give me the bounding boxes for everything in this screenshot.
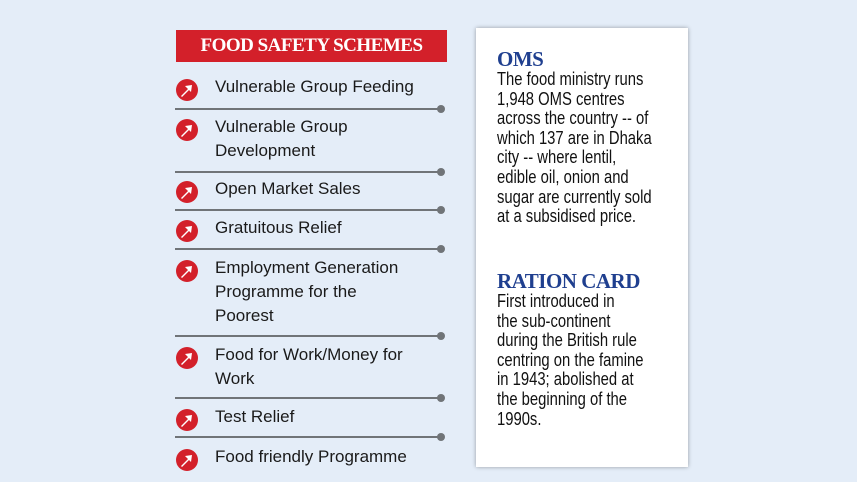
scheme-label: Gratuitous Relief bbox=[215, 218, 342, 237]
oms-text-line: The food ministry runs bbox=[497, 68, 644, 89]
arrow-up-right-circle-icon bbox=[176, 347, 198, 369]
infographic-title: FOOD SAFETY SCHEMES bbox=[176, 30, 447, 62]
ration-text-line: 1990s. bbox=[497, 407, 542, 429]
ration-text-line: centring on the famine bbox=[497, 348, 644, 370]
scheme-label: Open Market Sales bbox=[215, 179, 361, 198]
scheme-label: Vulnerable Group bbox=[215, 117, 348, 136]
divider bbox=[175, 332, 445, 340]
divider bbox=[175, 105, 445, 113]
oms-heading: OMS bbox=[497, 47, 544, 71]
oms-text-line: which 137 are in Dhaka bbox=[497, 126, 652, 148]
ration-text-line: during the British rule bbox=[497, 329, 637, 351]
oms-text-line: across the country -- of bbox=[497, 107, 649, 129]
scheme-label: Vulnerable Group Feeding bbox=[215, 77, 414, 96]
info-panel: OMS The food ministry runs 1,948 OMS centr… bbox=[476, 28, 688, 467]
ration-heading: RATION CARD bbox=[497, 269, 640, 293]
scheme-label: Development bbox=[215, 141, 316, 160]
arrow-up-right-circle-icon bbox=[176, 119, 198, 141]
ration-text-line: the sub-continent bbox=[497, 309, 611, 331]
scheme-label: Work bbox=[215, 369, 255, 388]
scheme-label: Programme for the bbox=[215, 282, 357, 301]
ration-text-line: First introduced in bbox=[497, 290, 615, 311]
divider bbox=[175, 433, 445, 441]
oms-text-line: sugar are currently sold bbox=[497, 185, 652, 207]
divider bbox=[175, 168, 445, 176]
scheme-label: Test Relief bbox=[215, 407, 295, 426]
scheme-label: Poorest bbox=[215, 306, 274, 325]
arrow-up-right-circle-icon bbox=[176, 220, 198, 242]
divider bbox=[175, 245, 445, 253]
arrow-up-right-circle-icon bbox=[176, 260, 198, 282]
oms-text-line: edible oil, onion and bbox=[497, 166, 629, 187]
scheme-label: Food for Work/Money for bbox=[215, 345, 403, 364]
scheme-label: Food friendly Programme bbox=[215, 447, 407, 466]
arrow-up-right-circle-icon bbox=[176, 79, 198, 101]
arrow-up-right-circle-icon bbox=[176, 449, 198, 471]
arrow-up-right-circle-icon bbox=[176, 409, 198, 431]
oms-text-line: 1,948 OMS centres bbox=[497, 87, 625, 109]
divider bbox=[175, 206, 445, 214]
oms-text-line: city -- where lentil, bbox=[497, 146, 617, 168]
divider bbox=[175, 394, 445, 402]
scheme-label: Employment Generation bbox=[215, 258, 399, 277]
ration-text-line: in 1943; abolished at bbox=[497, 368, 634, 390]
ration-text-line: the beginning of the bbox=[497, 388, 628, 409]
arrow-up-right-circle-icon bbox=[176, 181, 198, 203]
oms-text-line: at a subsidised price. bbox=[497, 205, 637, 227]
